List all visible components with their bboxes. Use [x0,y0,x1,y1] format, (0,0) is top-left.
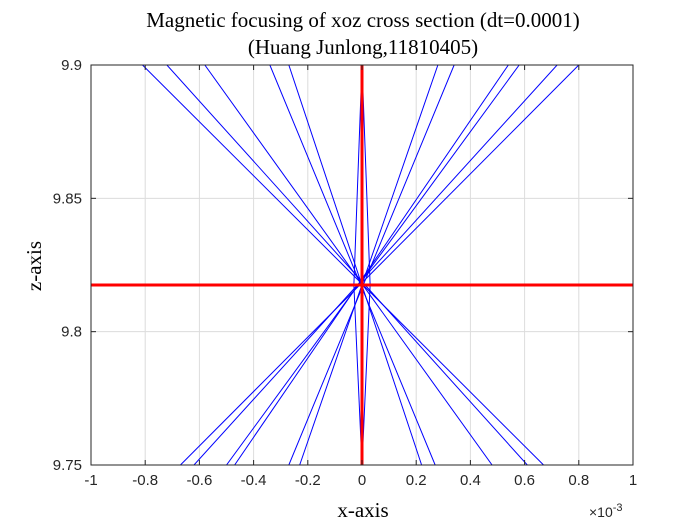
trajectory-line-1 [193,65,558,465]
x-tick-label: -0.6 [186,472,212,489]
trajectory-line-2 [226,65,520,465]
trajectory-line-6 [142,65,544,465]
trajectory-line-4 [288,65,455,465]
y-tick-label: 9.75 [53,457,82,474]
x-tick-label: 0.2 [406,472,427,489]
trajectory-line-0 [180,65,580,465]
x-axis-ticks: -1 -0.8 -0.6 -0.4 -0.2 0 0.2 0.4 0.6 0.8 1 [84,65,637,489]
trajectory-line-9 [269,65,436,465]
y-axis-ticks: 9.75 9.8 9.85 9.9 [53,57,633,474]
x-tick-label: 0.4 [460,472,481,489]
y-axis-label: z-axis [22,241,46,291]
y-tick-label: 9.8 [61,324,82,341]
x-tick-label: -0.4 [241,472,267,489]
trajectory-line-8 [204,65,493,465]
trajectory-line-7 [166,65,528,465]
trajectory-line-5 [299,65,439,465]
series-layer [91,65,633,465]
x-tick-label: 0.8 [568,472,589,489]
y-tick-label: 9.9 [61,57,82,74]
trajectory-line-10 [288,65,423,465]
x-tick-label: -0.8 [132,472,158,489]
x-tick-label: -0.2 [295,472,321,489]
x-tick-label: 0.6 [514,472,535,489]
x-exponent-label: ×10-3 [589,502,623,520]
chart-title: Magnetic focusing of xoz cross section (… [146,8,580,32]
plot-lines-area [91,65,633,465]
chart-subtitle: (Huang Junlong,11810405) [248,35,478,59]
y-tick-label: 9.85 [53,190,82,207]
x-tick-label: 1 [629,472,637,489]
x-tick-label: -1 [84,472,97,489]
x-tick-label: 0 [358,472,366,489]
x-axis-label: x-axis [337,498,388,522]
